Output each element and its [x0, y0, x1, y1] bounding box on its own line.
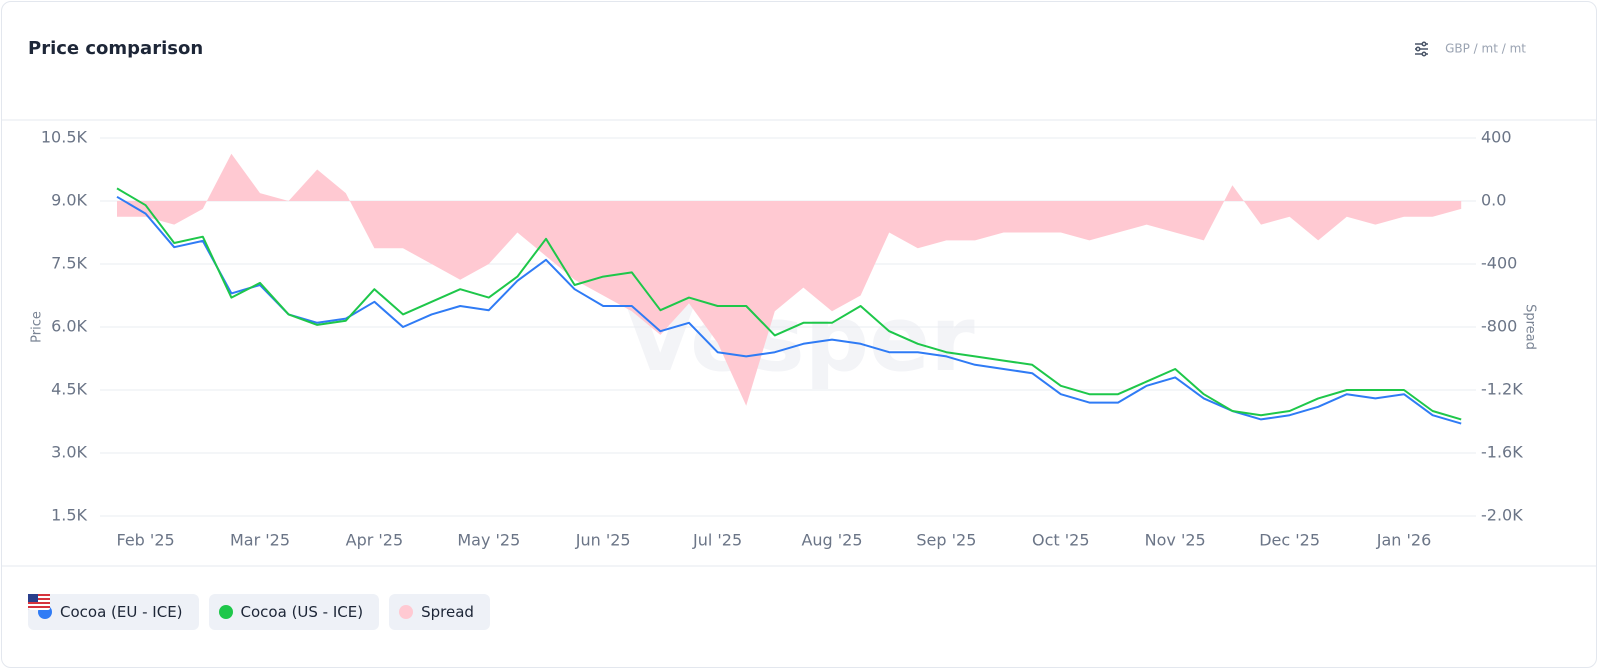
unit-label: GBP / mt / mt [1445, 42, 1526, 56]
x-tick-label: Apr '25 [346, 531, 404, 550]
y-tick-label: 7.5K [51, 254, 87, 273]
y2-tick-label: -400 [1481, 254, 1517, 273]
y-tick-label: 6.0K [51, 317, 87, 336]
y-tick-label: 10.5K [41, 128, 88, 147]
x-tick-label: Jul '25 [692, 531, 742, 550]
legend-item[interactable]: Cocoa (EU - ICE) [28, 594, 199, 630]
x-tick-label: Nov '25 [1145, 531, 1206, 550]
x-tick-label: Feb '25 [117, 531, 175, 550]
legend-swatch [218, 605, 233, 619]
legend-item[interactable]: Cocoa (US - ICE) [28, 594, 380, 630]
y-tick-label: 3.0K [51, 443, 87, 462]
y-tick-label: 4.5K [51, 380, 87, 399]
y2-tick-label: 400 [1481, 128, 1512, 147]
y2-tick-label: -1.6K [1481, 443, 1523, 462]
x-tick-label: Mar '25 [230, 531, 290, 550]
chart: Price comparison GBP / mt / mt Vesper Pr… [2, 38, 1596, 567]
legend-label: Cocoa (EU - ICE) [60, 603, 183, 621]
y2-tick-label: 0.0 [1481, 191, 1506, 210]
x-tick-label: Dec '25 [1259, 531, 1320, 550]
us-flag [28, 594, 50, 610]
legend-label: Cocoa (US - ICE) [240, 603, 364, 621]
y-axis-label: Price [30, 311, 45, 343]
spread-area [117, 153, 1462, 406]
y2-tick-label: -2.0K [1481, 506, 1523, 525]
price-line [116, 187, 1462, 421]
y2-tick-label: -800 [1481, 317, 1517, 336]
x-tick-label: May '25 [457, 531, 520, 550]
x-tick-label: Aug '25 [801, 531, 862, 550]
chart-title: Price comparison [28, 38, 203, 59]
x-tick-label: Oct '25 [1032, 531, 1090, 550]
y2-axis-label: Spread [1523, 304, 1538, 350]
x-tick-label: Sep '25 [916, 531, 976, 550]
legend-swatch [399, 605, 414, 619]
y2-tick-label: -1.2K [1481, 380, 1523, 399]
x-tick-label: Jan '26 [1376, 531, 1432, 550]
x-tick-label: Jun '25 [575, 531, 631, 550]
settings-icon[interactable] [1415, 41, 1428, 57]
legend: Cocoa (EU - ICE) Cocoa (US - ICE) Spread [28, 594, 490, 630]
y-tick-label: 9.0K [51, 191, 87, 210]
legend-label: Spread [421, 603, 474, 621]
legend-item[interactable]: Spread [389, 594, 490, 630]
y-tick-label: 1.5K [51, 506, 87, 525]
